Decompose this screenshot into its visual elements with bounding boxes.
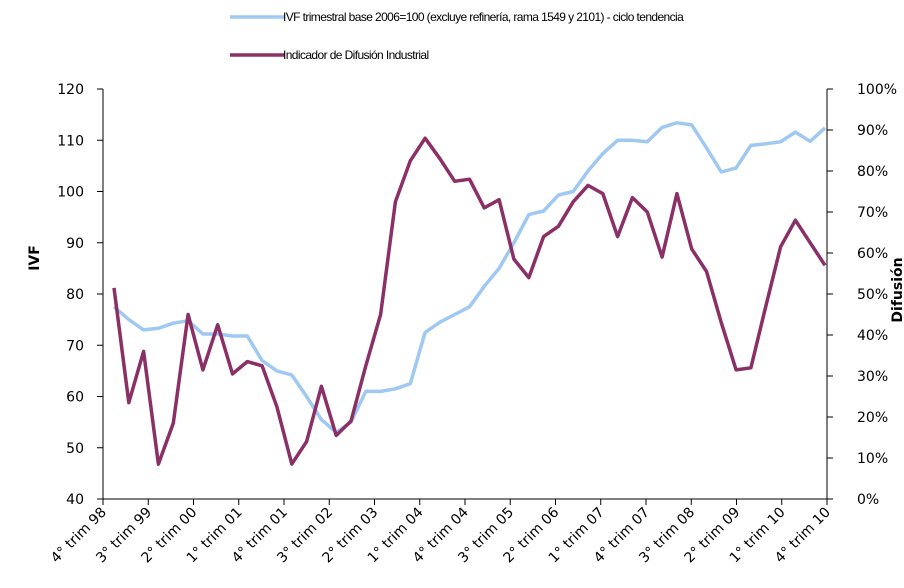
- series-line-ivf: [112, 121, 827, 435]
- y2-tick-label: 20%: [857, 410, 888, 426]
- y2-tick-label: 50%: [857, 287, 888, 303]
- legend-label-difusion: Indicador de Difusión Industrial: [283, 48, 429, 62]
- y2-tick-label: 90%: [857, 123, 888, 139]
- series-line-difusion: [112, 136, 827, 466]
- x-ticks: 4° trim 983° trim 992° trim 001° trim 01…: [48, 499, 834, 566]
- y-tick-label: 110: [57, 133, 84, 149]
- y-tick-label: 50: [66, 441, 84, 457]
- y2-tick-label: 0%: [857, 492, 879, 508]
- y2-tick-label: 70%: [857, 205, 888, 221]
- y2-tick-label: 60%: [857, 246, 888, 262]
- right-ticks: 0% 10% 20% 30% 40% 50% 60% 70% 80% 90% 100%: [827, 82, 897, 508]
- legend: IVF trimestral base 2006=100 (excluye re…: [230, 10, 685, 62]
- series-layer: [112, 121, 827, 466]
- y-tick-label: 80: [66, 287, 84, 303]
- y2-tick-label: 30%: [857, 369, 888, 385]
- y-tick-label: 90: [66, 236, 84, 252]
- y-tick-label: 120: [57, 82, 84, 98]
- y-axis-title: IVF: [27, 245, 43, 271]
- y-tick-label: 70: [66, 338, 84, 354]
- left-ticks: 40 50 60 70 80 90 100 110 120: [57, 82, 103, 508]
- y2-axis-title: Difusión: [890, 257, 904, 322]
- y-tick-label: 60: [66, 390, 84, 406]
- y2-tick-label: 10%: [857, 451, 888, 467]
- y-tick-label: 40: [66, 492, 84, 508]
- y2-tick-label: 80%: [857, 164, 888, 180]
- y2-tick-label: 100%: [857, 82, 897, 98]
- legend-label-ivf: IVF trimestral base 2006=100 (excluye re…: [283, 10, 684, 24]
- y-tick-label: 100: [57, 185, 84, 201]
- axes: [102, 89, 828, 500]
- y2-tick-label: 40%: [857, 328, 888, 344]
